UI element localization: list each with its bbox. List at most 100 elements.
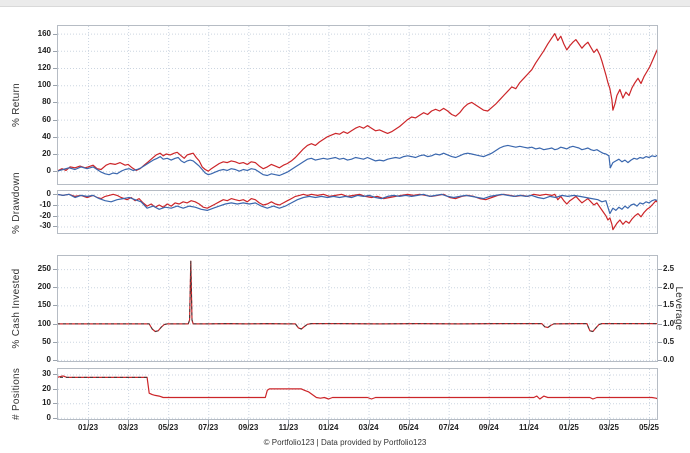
- y-tick-mark: [53, 374, 57, 376]
- top-bar: [0, 0, 690, 7]
- x-tick-mark: [88, 420, 90, 424]
- y-tick-mark: [53, 305, 57, 307]
- y-tick-label: 100: [37, 318, 51, 328]
- y-tick-mark: [53, 388, 57, 390]
- y-tick-label: -30: [39, 221, 51, 231]
- x-tick-label: 09/24: [478, 423, 499, 432]
- leverage-tick-mark: [658, 305, 662, 307]
- y-tick-label: 20: [42, 149, 51, 159]
- x-tick-label: 11/23: [278, 423, 299, 432]
- x-tick-mark: [488, 420, 490, 424]
- x-tick-mark: [568, 420, 570, 424]
- x-tick-mark: [168, 420, 170, 424]
- y-tick-label: 150: [37, 300, 51, 310]
- y-tick-label: 80: [42, 97, 51, 107]
- y-tick-mark: [53, 215, 57, 217]
- y-tick-mark: [53, 205, 57, 207]
- y-tick-mark: [53, 417, 57, 419]
- x-tick-mark: [328, 420, 330, 424]
- x-tick-label: 05/23: [158, 423, 179, 432]
- benchmark-drawdown-line: [57, 193, 658, 215]
- y-tick-label: 200: [37, 282, 51, 292]
- x-tick-label: 07/24: [438, 423, 459, 432]
- x-tick-label: 03/23: [118, 423, 139, 432]
- x-tick-label: 03/24: [358, 423, 379, 432]
- x-tick-label: 01/23: [78, 423, 99, 432]
- leverage-axis-title: Leverage: [673, 286, 684, 331]
- y-tick-label: 20: [42, 383, 51, 393]
- x-tick-mark: [528, 420, 530, 424]
- leverage-tick-mark: [658, 359, 662, 361]
- leverage-tick-mark: [658, 269, 662, 271]
- strategy-return-line: [57, 33, 658, 172]
- y-tick-label: 50: [42, 336, 51, 346]
- y-tick-label: 0: [46, 412, 51, 422]
- y-tick-mark: [53, 68, 57, 69]
- y-tick-label: 120: [37, 63, 51, 72]
- x-tick-label: 07/23: [198, 423, 219, 432]
- cash-invested-line: [57, 260, 658, 333]
- y-tick-label: 40: [42, 131, 51, 141]
- y-tick-mark: [53, 33, 57, 35]
- x-tick-label: 03/25: [598, 423, 619, 432]
- cash-axis-title: % Cash Invested: [11, 268, 22, 349]
- y-tick-label: -10: [39, 200, 51, 210]
- y-tick-mark: [53, 341, 57, 343]
- leverage-tick-label: 2.5: [663, 264, 675, 274]
- y-tick-label: 0: [46, 166, 51, 176]
- drawdown-axis-title: % Drawdown: [11, 172, 22, 234]
- leverage-tick-label: 0.0: [663, 354, 675, 364]
- leverage-tick-mark: [658, 323, 662, 325]
- y-tick-mark: [53, 154, 57, 156]
- y-tick-mark: [53, 194, 57, 196]
- y-tick-label: 0: [46, 354, 51, 364]
- y-tick-label: 30: [42, 369, 51, 379]
- x-tick-mark: [608, 420, 610, 424]
- positions-plot: [57, 368, 658, 420]
- cash-plot: [57, 255, 658, 362]
- x-tick-mark: [408, 420, 410, 424]
- y-tick-label: 10: [42, 398, 51, 408]
- y-tick-mark: [53, 287, 57, 289]
- y-tick-label: 250: [37, 264, 51, 274]
- return-axis-title: % Return: [11, 82, 22, 128]
- cash-panel: [57, 255, 658, 362]
- x-tick-label: 01/25: [558, 423, 579, 432]
- y-tick-mark: [53, 50, 57, 52]
- x-tick-mark: [448, 420, 450, 424]
- y-tick-mark: [53, 323, 57, 325]
- y-tick-mark: [53, 269, 57, 271]
- leverage-tick-mark: [658, 341, 662, 343]
- x-tick-mark: [248, 420, 250, 424]
- drawdown-panel: [57, 190, 658, 234]
- x-tick-label: 01/24: [318, 423, 339, 432]
- strategy-drawdown-line: [57, 193, 658, 231]
- y-tick-mark: [53, 403, 57, 405]
- x-tick-label: 09/23: [238, 423, 259, 432]
- y-tick-mark: [53, 102, 57, 104]
- y-tick-label: 160: [37, 28, 51, 38]
- benchmark-return-line: [57, 144, 658, 177]
- y-tick-mark: [53, 359, 57, 361]
- leverage-tick-label: 2.0: [663, 282, 675, 292]
- x-tick-mark: [128, 420, 130, 424]
- leverage-tick-label: 1.0: [663, 318, 675, 328]
- x-tick-label: 05/24: [398, 423, 419, 432]
- return-panel: [57, 25, 658, 185]
- y-tick-label: 0: [46, 189, 51, 199]
- positions-axis-title: # Positions: [11, 367, 22, 420]
- x-tick-label: 11/24: [518, 423, 539, 432]
- y-tick-mark: [53, 226, 57, 228]
- leverage-tick-label: 0.5: [663, 336, 675, 346]
- y-tick-label: -20: [39, 210, 51, 220]
- y-tick-mark: [53, 85, 57, 87]
- y-tick-mark: [53, 136, 57, 138]
- x-tick-label: 05/25: [638, 423, 659, 432]
- x-tick-mark: [208, 420, 210, 424]
- chart-footer-credit: © Portfolio123 | Data provided by Portfo…: [263, 438, 427, 447]
- positions-panel: [57, 368, 658, 420]
- leverage-tick-label: 1.5: [663, 300, 675, 310]
- x-tick-mark: [288, 420, 290, 424]
- y-tick-label: 140: [37, 45, 51, 55]
